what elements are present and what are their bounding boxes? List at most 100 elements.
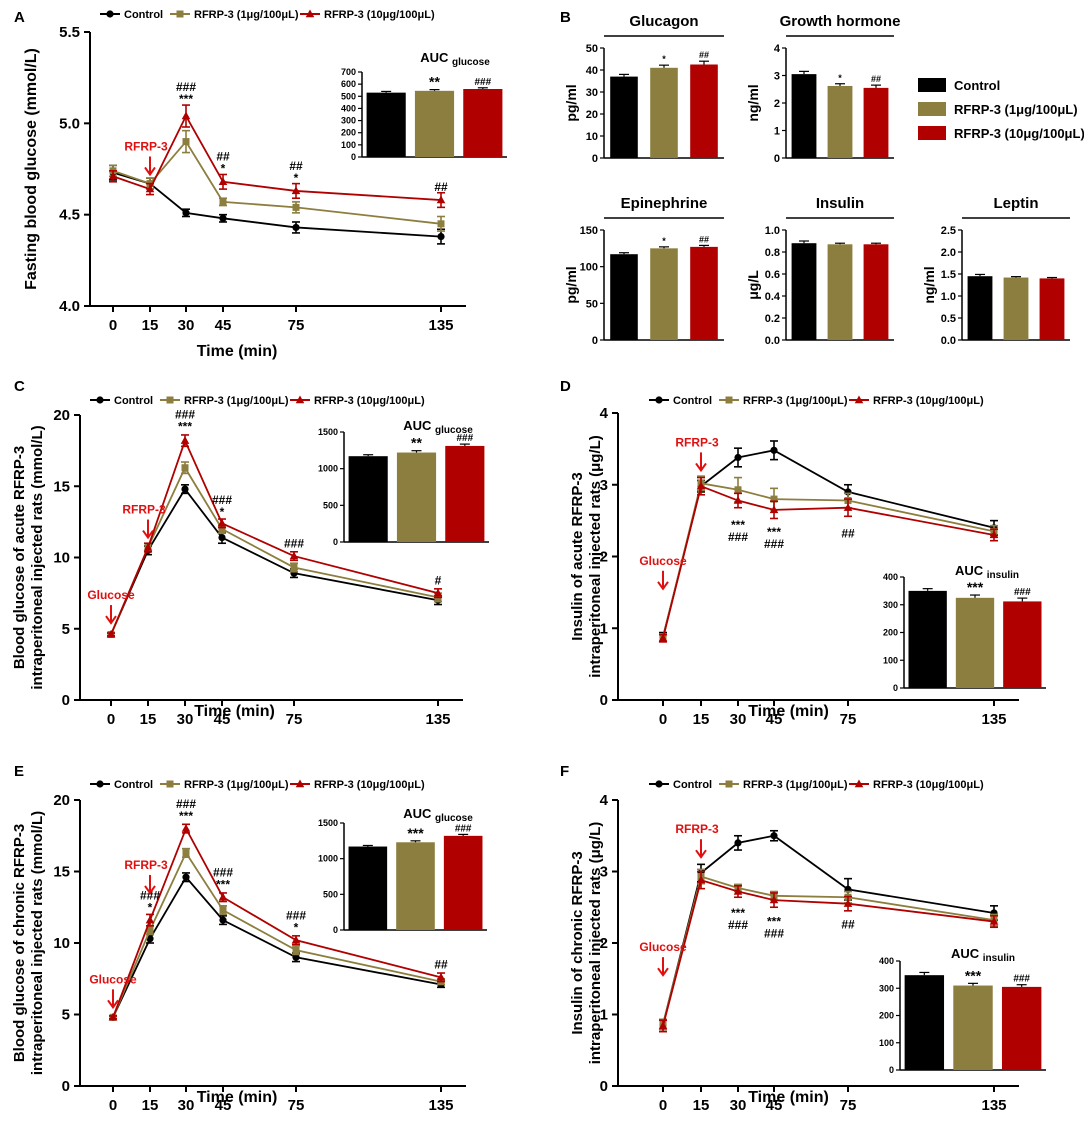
auc-significance: ### (1014, 587, 1031, 598)
series-line (662, 875, 995, 1025)
marker-low (166, 780, 174, 788)
y-axis-title: pg/ml (563, 266, 579, 303)
marker-low (182, 138, 190, 146)
y-tick-label: 2 (774, 98, 780, 110)
marker-high (989, 530, 999, 539)
significance-mark: ## (841, 526, 855, 540)
hormone-bar (650, 248, 678, 340)
annotation-arrowhead (657, 581, 669, 591)
hormone-bar (863, 87, 889, 158)
auc-y-tick-label: 0 (889, 1065, 894, 1075)
x-tick-label: 75 (288, 1097, 305, 1114)
hormone-title: Glucagon (629, 13, 698, 30)
hormone-panel: Epinephrine 0 50 100 150 pg/ml * ## (563, 195, 724, 347)
y-tick-label: 0.5 (941, 313, 956, 325)
significance-mark: * (294, 171, 299, 185)
y-tick-label: 4.0 (59, 298, 80, 315)
panel-letter: B (560, 9, 571, 26)
series-line (110, 465, 439, 635)
significance-mark: ### (284, 537, 304, 551)
x-tick-label: 0 (659, 711, 667, 728)
auc-title: AUC glucose (403, 806, 473, 824)
auc-inset: AUC glucose 0 100 200 300 400 500 600 700 ** ### (341, 50, 507, 162)
marker-low (218, 525, 226, 533)
marker-high (433, 588, 443, 597)
significance-mark: # (435, 574, 442, 588)
marker-control (655, 396, 663, 404)
significance-mark: ## (699, 234, 709, 244)
marker-low (166, 396, 174, 404)
marker-low (734, 486, 742, 494)
auc-title: AUC glucose (403, 418, 473, 436)
significance-mark: *** (216, 878, 230, 892)
y-tick-label: 4 (774, 43, 781, 55)
auc-inset: AUC glucose 0 500 1000 1500 ** ### (318, 418, 489, 547)
marker-control (146, 935, 154, 943)
significance-mark: *** (179, 92, 193, 106)
x-tick-label: 30 (178, 317, 195, 334)
annotation-label: Glucose (87, 588, 135, 602)
series-line (112, 826, 442, 1018)
legend-label: Control (114, 395, 153, 407)
marker-control (655, 780, 663, 788)
y-tick-label: 0 (62, 692, 70, 709)
marker-high (145, 184, 155, 193)
y-tick-label: 0.0 (765, 335, 780, 347)
auc-y-tick-label: 400 (883, 572, 898, 582)
y-axis-title: Fasting blood glucose (mmol/L) (23, 48, 40, 290)
marker-high (989, 917, 999, 925)
annotation-arrowhead (142, 529, 154, 540)
marker-high (181, 824, 191, 832)
hormone-bar (967, 276, 993, 340)
annotation-label: RFRP-3 (124, 858, 168, 872)
legend-label: RFRP-3 (1μg/100μL) (954, 102, 1078, 117)
significance-mark: ### (764, 927, 784, 941)
marker-high (291, 935, 301, 944)
significance-mark: * (221, 162, 226, 176)
panel-letter: A (14, 9, 25, 26)
y-tick-label: 3 (600, 864, 608, 881)
legend-label: Control (124, 9, 163, 21)
hormone-bar (791, 243, 817, 340)
auc-y-tick-label: 300 (883, 600, 898, 610)
y-tick-label: 2.5 (941, 225, 956, 237)
marker-control (219, 916, 227, 924)
hormone-panel: Insulin 0.0 0.2 0.4 0.6 0.8 1.0 μg/L (745, 195, 894, 347)
y-tick-label: 3 (774, 71, 780, 83)
hormone-title: Epinephrine (621, 195, 708, 212)
annotation-arrowhead (657, 967, 669, 977)
y-tick-label: 2.0 (941, 247, 956, 259)
marker-high (291, 186, 301, 195)
x-axis-title: Time (min) (748, 1089, 829, 1106)
auc-bar (463, 89, 503, 157)
x-tick-label: 0 (107, 711, 115, 728)
auc-title-main: AUC (955, 563, 987, 578)
auc-y-tick-label: 500 (323, 889, 338, 899)
y-tick-label: 1.5 (941, 269, 956, 281)
marker-high (143, 543, 153, 551)
x-tick-label: 135 (425, 711, 450, 728)
auc-title-main: AUC (420, 50, 452, 65)
panel-C: C Control RFRP-3 (1μg/100μL) RFRP-3 (10μg/1… (11, 378, 489, 728)
marker-high (696, 875, 706, 884)
y-tick-label: 5.0 (59, 115, 80, 132)
y-tick-label: 40 (586, 65, 598, 77)
series-1 (107, 461, 442, 638)
auc-bar (348, 456, 388, 542)
x-tick-label: 15 (140, 711, 157, 728)
auc-bar (445, 445, 485, 542)
series-1 (109, 847, 445, 1021)
marker-control (106, 10, 114, 18)
hormone-bar (863, 244, 889, 340)
x-tick-label: 30 (178, 1097, 195, 1114)
marker-high (106, 629, 116, 638)
hormone-bar (610, 76, 638, 158)
auc-y-tick-label: 100 (879, 1038, 894, 1048)
marker-high (854, 779, 864, 788)
x-tick-label: 30 (177, 711, 194, 728)
annotation-label: Glucose (639, 940, 687, 954)
auc-bar (396, 452, 437, 542)
y-tick-label: 1.0 (941, 291, 956, 303)
marker-high (843, 503, 853, 511)
annotation-label: RFRP-3 (675, 822, 719, 836)
